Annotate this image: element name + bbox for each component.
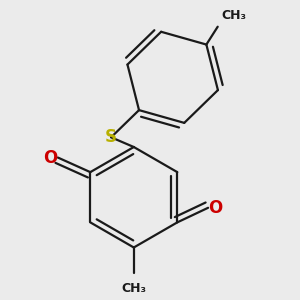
Text: O: O — [44, 148, 58, 166]
Text: O: O — [208, 199, 222, 217]
Text: CH₃: CH₃ — [121, 281, 146, 295]
Text: S: S — [105, 128, 117, 146]
Text: CH₃: CH₃ — [221, 9, 246, 22]
